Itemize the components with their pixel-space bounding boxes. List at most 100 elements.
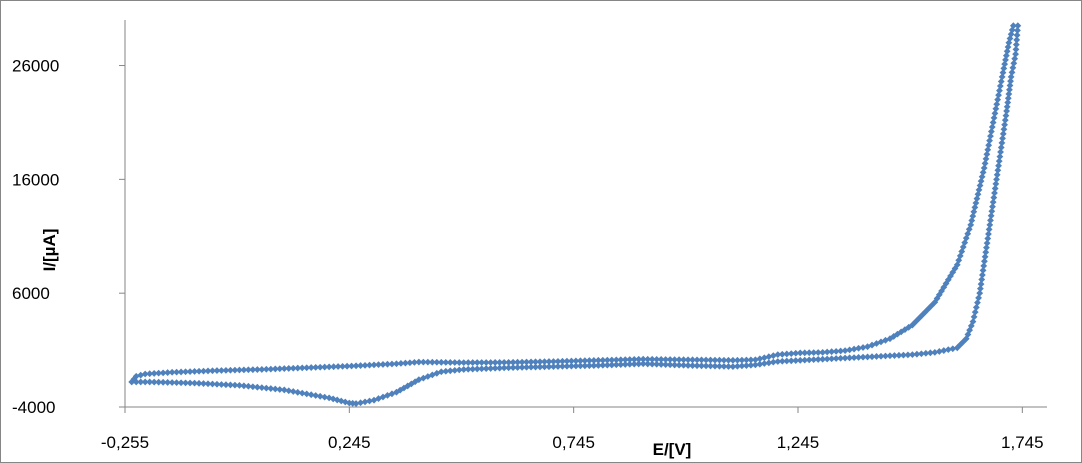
data-point bbox=[922, 349, 930, 357]
data-point bbox=[419, 358, 427, 366]
data-point bbox=[801, 349, 809, 357]
data-point bbox=[258, 384, 266, 392]
data-point bbox=[594, 362, 602, 369]
data-point bbox=[995, 91, 1002, 99]
data-point bbox=[473, 365, 481, 373]
data-point bbox=[1012, 50, 1019, 58]
data-point bbox=[997, 148, 1004, 156]
data-point bbox=[137, 371, 145, 379]
data-point bbox=[379, 393, 387, 401]
data-point bbox=[989, 203, 996, 211]
data-point bbox=[262, 365, 270, 373]
data-point bbox=[977, 280, 985, 288]
data-point bbox=[982, 155, 990, 163]
data-point bbox=[1001, 121, 1009, 129]
data-point bbox=[442, 367, 450, 375]
x-tick-label: 0,745 bbox=[552, 433, 595, 452]
data-point bbox=[446, 367, 454, 375]
data-point bbox=[213, 367, 221, 374]
data-point bbox=[514, 364, 521, 371]
data-point bbox=[568, 357, 575, 365]
data-point bbox=[460, 359, 468, 367]
data-point bbox=[864, 353, 871, 361]
data-point bbox=[209, 367, 216, 375]
data-point bbox=[370, 396, 378, 404]
data-point bbox=[532, 363, 539, 371]
data-point bbox=[433, 369, 441, 377]
data-point bbox=[846, 346, 853, 354]
data-point bbox=[621, 356, 629, 364]
data-point bbox=[841, 347, 849, 355]
data-point bbox=[168, 368, 176, 376]
data-point bbox=[639, 355, 647, 363]
data-point bbox=[267, 365, 275, 373]
data-point bbox=[837, 354, 845, 362]
data-point bbox=[994, 166, 1002, 174]
data-point bbox=[195, 367, 203, 375]
data-point bbox=[995, 162, 1002, 170]
data-point bbox=[294, 364, 302, 372]
data-point bbox=[832, 347, 840, 355]
data-point bbox=[576, 362, 584, 370]
data-point bbox=[173, 368, 180, 376]
data-point bbox=[996, 153, 1004, 160]
data-point bbox=[366, 361, 373, 369]
data-point bbox=[989, 119, 997, 126]
data-point bbox=[994, 96, 1002, 104]
data-point bbox=[992, 105, 1000, 113]
data-point bbox=[984, 235, 992, 242]
data-point bbox=[523, 363, 530, 371]
data-point bbox=[177, 368, 185, 376]
data-point bbox=[783, 357, 791, 365]
data-point bbox=[693, 356, 701, 364]
data-point bbox=[999, 69, 1007, 77]
data-point bbox=[662, 356, 670, 363]
data-point bbox=[1007, 73, 1015, 81]
data-point bbox=[594, 356, 602, 364]
data-point bbox=[935, 348, 943, 355]
data-point bbox=[993, 171, 1001, 179]
data-point bbox=[738, 356, 746, 364]
data-point bbox=[980, 262, 988, 270]
data-point bbox=[460, 366, 468, 373]
series-line bbox=[131, 24, 1019, 405]
data-point bbox=[774, 358, 782, 365]
data-point bbox=[541, 358, 548, 366]
data-point bbox=[940, 347, 948, 354]
data-point bbox=[707, 362, 714, 370]
data-point bbox=[644, 355, 652, 363]
data-point bbox=[200, 380, 207, 387]
data-point bbox=[725, 363, 732, 370]
data-point bbox=[751, 356, 759, 364]
data-point bbox=[988, 123, 996, 131]
data-point bbox=[979, 168, 987, 176]
data-point bbox=[662, 361, 670, 369]
data-point bbox=[321, 363, 329, 371]
data-point bbox=[805, 349, 813, 357]
data-point bbox=[545, 363, 553, 371]
data-point bbox=[182, 368, 189, 376]
data-point bbox=[868, 353, 876, 361]
data-point bbox=[244, 366, 252, 374]
data-point bbox=[612, 361, 620, 369]
data-point bbox=[393, 388, 400, 396]
data-point bbox=[590, 362, 598, 369]
data-point bbox=[599, 361, 607, 369]
data-point bbox=[680, 356, 687, 364]
data-point bbox=[864, 343, 871, 351]
data-point bbox=[787, 357, 795, 365]
data-point bbox=[572, 362, 580, 370]
data-point bbox=[231, 366, 239, 374]
data-point bbox=[747, 356, 755, 364]
data-point bbox=[388, 360, 396, 368]
data-point bbox=[805, 356, 813, 364]
data-point bbox=[518, 358, 526, 366]
data-point bbox=[747, 361, 755, 369]
data-point bbox=[550, 363, 557, 370]
data-point bbox=[267, 385, 275, 392]
data-point bbox=[653, 360, 661, 368]
y-tick-label: 16000 bbox=[12, 170, 59, 189]
data-point bbox=[974, 190, 982, 198]
data-point bbox=[1011, 55, 1019, 63]
data-point bbox=[657, 356, 665, 363]
